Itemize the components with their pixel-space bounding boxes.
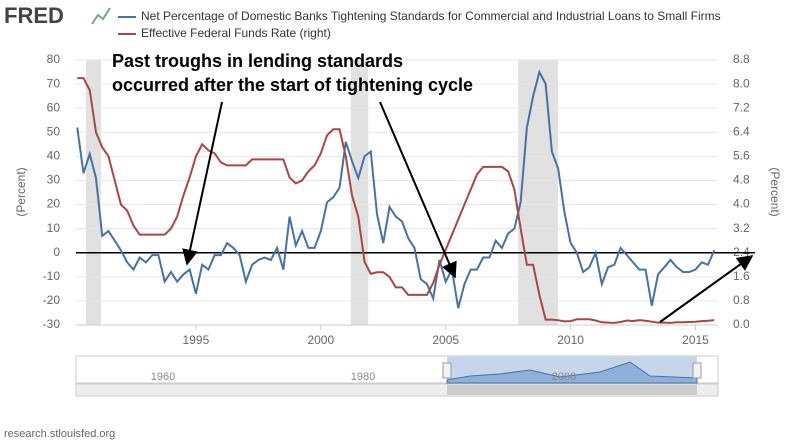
- recession-band: [350, 60, 369, 325]
- y2-tick-label: 2.4: [733, 245, 750, 259]
- series-line: [77, 77, 715, 324]
- y2-tick-label: 6.4: [733, 124, 750, 138]
- series-line: [76, 69, 716, 309]
- y2-tick-label: 5.6: [733, 149, 750, 163]
- y-tick-label: 10: [47, 221, 61, 235]
- navigator-handle[interactable]: [692, 362, 702, 379]
- x-tick-label: 2000: [307, 333, 334, 347]
- navigator-handle[interactable]: [442, 362, 452, 379]
- annotation-arrow: [379, 101, 457, 279]
- navigator[interactable]: 1960 1980 2000: [75, 355, 719, 397]
- y2-tick-label: 0.8: [733, 293, 750, 307]
- y-tick-label: 20: [47, 197, 61, 211]
- y-tick-label: -30: [43, 317, 61, 331]
- x-tick-label: 2010: [557, 333, 584, 347]
- y2-tick-label: 4.8: [733, 173, 750, 187]
- y-tick-label: 40: [47, 149, 61, 163]
- x-tick-label: 2015: [682, 333, 709, 347]
- y2-tick-label: 4.0: [733, 197, 750, 211]
- y-tick-label: -20: [43, 293, 61, 307]
- logo: FRED: [4, 3, 64, 28]
- y2-tick-label: 1.6: [733, 269, 750, 283]
- y2-tick-label: 3.2: [733, 221, 750, 235]
- y-tick-label: 0: [53, 245, 60, 259]
- y-tick-label: 80: [47, 52, 61, 66]
- annotation-arrow: [182, 101, 223, 266]
- navigator-label: 2000: [552, 371, 576, 383]
- y2-tick-label: 8.8: [733, 52, 750, 66]
- legend-label: Net Percentage of Domestic Banks Tighten…: [141, 9, 721, 23]
- footer: research.stlouisfed.org: [4, 428, 115, 440]
- navigator-series: [446, 361, 698, 384]
- x-tick-label: 2005: [432, 333, 459, 347]
- navigator-label: 1960: [151, 371, 175, 383]
- y2-tick-label: 8.0: [733, 76, 750, 90]
- y-tick-label: 30: [47, 173, 61, 187]
- recession-band: [85, 60, 101, 325]
- y-tick-label: 50: [47, 124, 61, 138]
- legend-label: Effective Federal Funds Rate (right): [141, 26, 331, 40]
- y-tick-label: -10: [43, 269, 61, 283]
- logo-icon: [91, 7, 111, 25]
- navigator-label: 1980: [351, 371, 375, 383]
- scrollbar-thumb[interactable]: [447, 385, 697, 395]
- annotation: occurred after the start of tightening c…: [112, 75, 473, 95]
- y-axis-label: (Percent): [14, 167, 28, 216]
- y2-axis-label: (Percent): [768, 167, 782, 216]
- recession-band: [518, 60, 559, 325]
- x-tick-label: 1995: [183, 333, 210, 347]
- annotation-arrow: [659, 255, 754, 323]
- y-tick-label: 60: [47, 100, 61, 114]
- y-tick-label: 70: [47, 76, 61, 90]
- y2-tick-label: 7.2: [733, 100, 750, 114]
- y2-tick-label: 0.0: [733, 317, 750, 331]
- annotation: Past troughs in lending standards: [112, 51, 403, 71]
